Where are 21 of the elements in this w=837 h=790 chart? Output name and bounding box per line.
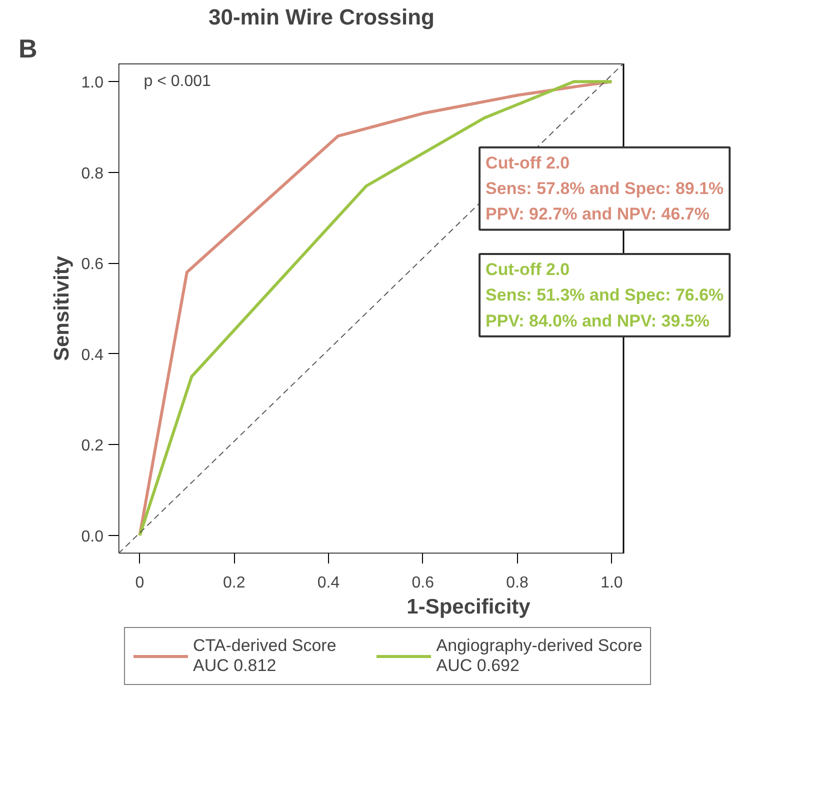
legend-label: CTA-derived Score AUC 0.812 (193, 636, 336, 676)
annotation: Cut-off 2.0 Sens: 51.3% and Spec: 76.6% PPV: 84.0% and NPV: 39.5% (486, 260, 724, 330)
x-tick-label: 0.4 (317, 574, 340, 592)
y-tick-label: 0.2 (81, 438, 104, 455)
y-tick-label: 0.4 (81, 346, 104, 364)
x-tick-label: 0.8 (506, 574, 529, 592)
y-tick-label: 0.8 (81, 165, 104, 182)
legend-label: Angiography-derived Score AUC 0.692 (436, 636, 642, 676)
y-tick-label: 0.0 (81, 528, 104, 546)
x-tick-label: 0.2 (223, 574, 246, 592)
x-tick-label: 0 (135, 574, 144, 592)
annotation: p < 0.001 (144, 73, 212, 90)
annotation: Cut-off 2.0 Sens: 57.8% and Spec: 89.1% PPV: 92.7% and NPV: 46.7% (486, 153, 724, 224)
x-axis-title: 1-Specificity (406, 596, 531, 618)
y-axis-title: Sensitivity (50, 256, 74, 362)
x-tick-label: 0.6 (412, 574, 434, 592)
text: B (18, 34, 38, 64)
x-tick-label: 1.0 (600, 574, 623, 592)
chart-title: 30-min Wire Crossing (208, 4, 434, 30)
y-tick-label: 1.0 (81, 74, 104, 92)
y-tick-label: 0.6 (81, 256, 104, 274)
